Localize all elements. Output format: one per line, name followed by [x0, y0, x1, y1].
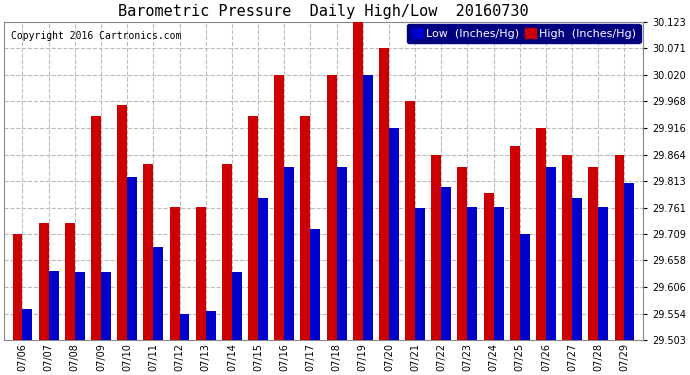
Bar [562, 154, 572, 340]
Bar [405, 101, 415, 340]
Bar [442, 188, 451, 340]
Bar [510, 147, 520, 340]
Bar [49, 271, 59, 340]
Bar [615, 154, 624, 340]
Bar [196, 207, 206, 340]
Text: Copyright 2016 Cartronics.com: Copyright 2016 Cartronics.com [10, 31, 181, 41]
Bar [39, 224, 49, 340]
Bar [546, 167, 556, 340]
Bar [284, 167, 294, 340]
Bar [275, 75, 284, 340]
Bar [117, 105, 127, 340]
Bar [493, 207, 504, 340]
Bar [379, 48, 389, 340]
Bar [598, 207, 609, 340]
Bar [520, 234, 530, 340]
Bar [248, 116, 258, 340]
Bar [415, 208, 425, 340]
Title: Barometric Pressure  Daily High/Low  20160730: Barometric Pressure Daily High/Low 20160… [118, 4, 529, 19]
Bar [326, 75, 337, 340]
Bar [12, 234, 23, 340]
Bar [23, 309, 32, 340]
Bar [144, 164, 153, 340]
Bar [457, 167, 467, 340]
Bar [337, 167, 346, 340]
Bar [127, 177, 137, 340]
Bar [300, 116, 310, 340]
Bar [363, 75, 373, 340]
Bar [589, 167, 598, 340]
Legend: Low  (Inches/Hg), High  (Inches/Hg): Low (Inches/Hg), High (Inches/Hg) [407, 24, 640, 43]
Bar [353, 22, 363, 340]
Bar [91, 116, 101, 340]
Bar [572, 198, 582, 340]
Bar [536, 128, 546, 340]
Bar [258, 198, 268, 340]
Bar [484, 193, 493, 340]
Bar [222, 164, 232, 340]
Bar [153, 246, 164, 340]
Bar [65, 224, 75, 340]
Bar [431, 154, 442, 340]
Bar [101, 272, 111, 340]
Bar [179, 314, 190, 340]
Bar [232, 272, 241, 340]
Bar [467, 207, 477, 340]
Bar [310, 228, 320, 340]
Bar [389, 128, 399, 340]
Bar [206, 310, 216, 340]
Bar [624, 183, 634, 340]
Bar [170, 207, 179, 340]
Bar [75, 272, 85, 340]
